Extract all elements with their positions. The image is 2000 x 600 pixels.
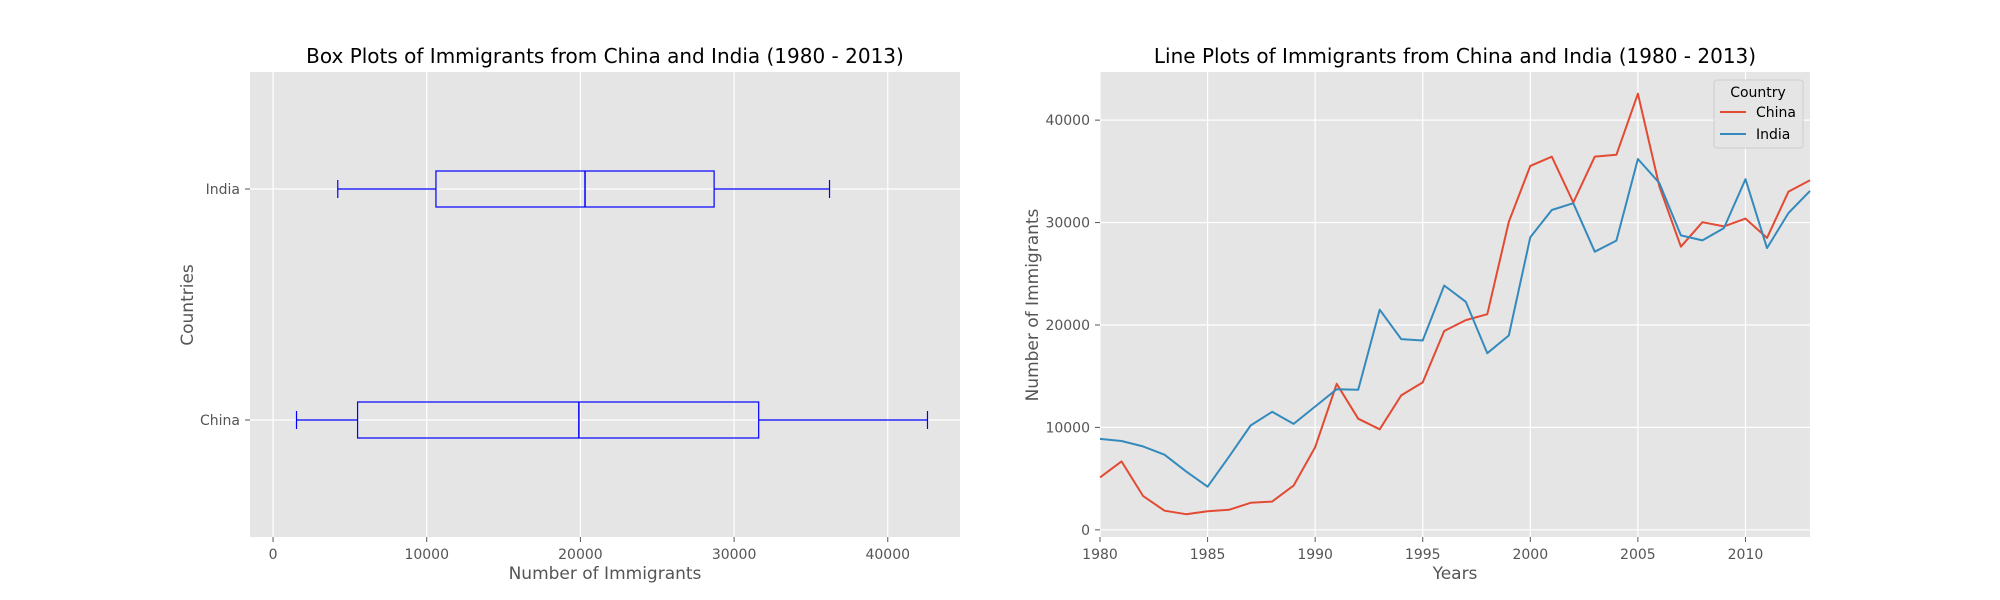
- line-y-tick-label: 40000: [1045, 113, 1090, 129]
- line-x-tick-label: 1980: [1082, 547, 1118, 563]
- legend-label-china: China: [1756, 105, 1796, 121]
- box-plot-ticks: 0 10000 20000 30000 40000 China India: [200, 182, 910, 563]
- box-plot-y-axis-label: Countries: [178, 264, 198, 346]
- line-x-tick-label: 1990: [1297, 547, 1333, 563]
- legend-frame: [1713, 79, 1804, 149]
- line-plot-area: [1100, 72, 1810, 537]
- box-plot-title: Box Plots of Immigrants from China and I…: [306, 44, 904, 68]
- line-x-tick-label: 1995: [1405, 547, 1441, 563]
- line-y-tick-label: 0: [1081, 523, 1090, 539]
- line-plot-x-axis-label: Years: [1432, 564, 1478, 584]
- line-x-tick-label: 2010: [1728, 547, 1764, 563]
- line-plot-grid: [1099, 72, 1810, 537]
- box-x-tick-label: 40000: [865, 547, 910, 563]
- box-x-tick-label: 30000: [712, 547, 757, 563]
- line-plot-legend: Country China India: [1713, 79, 1804, 149]
- box-plot-x-axis-label: Number of Immigrants: [509, 564, 702, 584]
- line-x-tick-label: 2000: [1512, 547, 1548, 563]
- box-y-tick-label-india: India: [206, 182, 240, 198]
- box-iqr: [356, 401, 760, 439]
- box-y-tick-label-china: China: [200, 413, 240, 429]
- line-y-tick-label: 20000: [1045, 318, 1090, 334]
- series-line-india: [1099, 158, 1811, 488]
- box-china: [295, 401, 929, 439]
- legend-label-india: India: [1756, 127, 1790, 143]
- legend-title: Country: [1730, 85, 1786, 101]
- box-india: [337, 170, 831, 208]
- box-x-tick-label: 20000: [558, 547, 603, 563]
- line-x-tick-label: 2005: [1620, 547, 1656, 563]
- line-y-tick-label: 30000: [1045, 216, 1090, 232]
- box-iqr: [435, 170, 715, 208]
- line-plot-title: Line Plots of Immigrants from China and …: [1154, 44, 1756, 68]
- line-plot-y-axis-label: Number of Immigrants: [1023, 208, 1043, 401]
- box-plot-panel: 0 10000 20000 30000 40000 China India Box Plot…: [178, 44, 960, 584]
- series-line-china: [1099, 92, 1811, 516]
- box-plot-area: [250, 72, 960, 537]
- box-x-tick-label: 0: [269, 547, 278, 563]
- line-y-tick-label: 10000: [1045, 420, 1090, 436]
- line-x-tick-label: 1985: [1190, 547, 1226, 563]
- line-plot-ticks: 1980 1985 1990 1995 2000 2005 2010 0 10000 20000 3…: [1045, 113, 1763, 563]
- box-x-tick-label: 10000: [404, 547, 449, 563]
- line-plot-panel: 1980 1985 1990 1995 2000 2005 2010 0 10000 20000 3…: [1023, 44, 1811, 584]
- box-plot-marks: [295, 170, 929, 439]
- line-plot-marks: [1099, 92, 1811, 516]
